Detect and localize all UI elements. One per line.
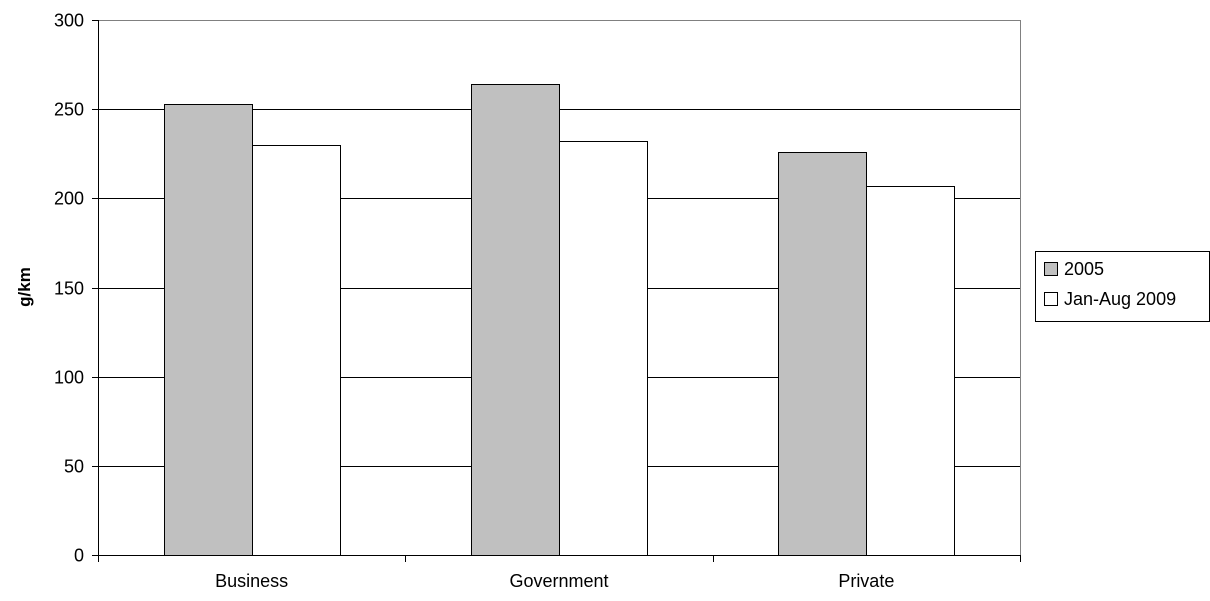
legend-swatch	[1044, 262, 1058, 276]
y-tick-label: 0	[74, 546, 84, 566]
legend-label: 2005	[1064, 259, 1104, 279]
x-tick-label: Business	[215, 571, 288, 591]
y-tick-label: 100	[54, 368, 84, 388]
bar	[866, 186, 955, 556]
bar	[778, 152, 867, 556]
axes: 0 50 100 150 200 250 300 Business Government Priv…	[54, 11, 1021, 591]
x-tick-label: Private	[838, 571, 894, 591]
y-tick-label: 250	[54, 100, 84, 120]
bar	[559, 141, 648, 556]
bar	[471, 84, 560, 556]
x-tick-label: Government	[509, 571, 608, 591]
legend-label: Jan-Aug 2009	[1064, 289, 1176, 309]
legend-box	[1035, 251, 1210, 322]
y-axis-title: g/km	[15, 267, 34, 307]
legend-swatch	[1044, 292, 1058, 306]
y-tick-label: 300	[54, 11, 84, 31]
y-tick-label: 150	[54, 279, 84, 299]
bar	[252, 145, 341, 556]
y-tick-label: 200	[54, 189, 84, 209]
bars	[164, 84, 955, 556]
bar	[164, 104, 253, 556]
legend: 2005 Jan-Aug 2009	[1035, 251, 1210, 322]
y-tick-label: 50	[64, 457, 84, 477]
